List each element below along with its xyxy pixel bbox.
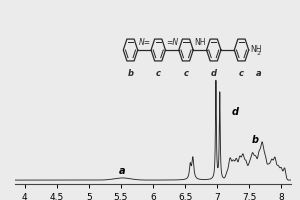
Text: d: d [211, 69, 217, 78]
Text: N=: N= [138, 38, 150, 47]
Text: c: c [156, 69, 161, 78]
Text: b: b [128, 69, 134, 78]
Text: a: a [256, 69, 261, 78]
Text: =N: =N [166, 38, 178, 47]
Text: b: b [252, 135, 259, 145]
Text: NH: NH [194, 38, 206, 47]
Text: c: c [184, 69, 188, 78]
Text: NH: NH [250, 46, 261, 54]
Text: a: a [119, 166, 125, 176]
Text: 2: 2 [257, 51, 261, 56]
Text: d: d [232, 107, 239, 117]
Text: c: c [239, 69, 244, 78]
